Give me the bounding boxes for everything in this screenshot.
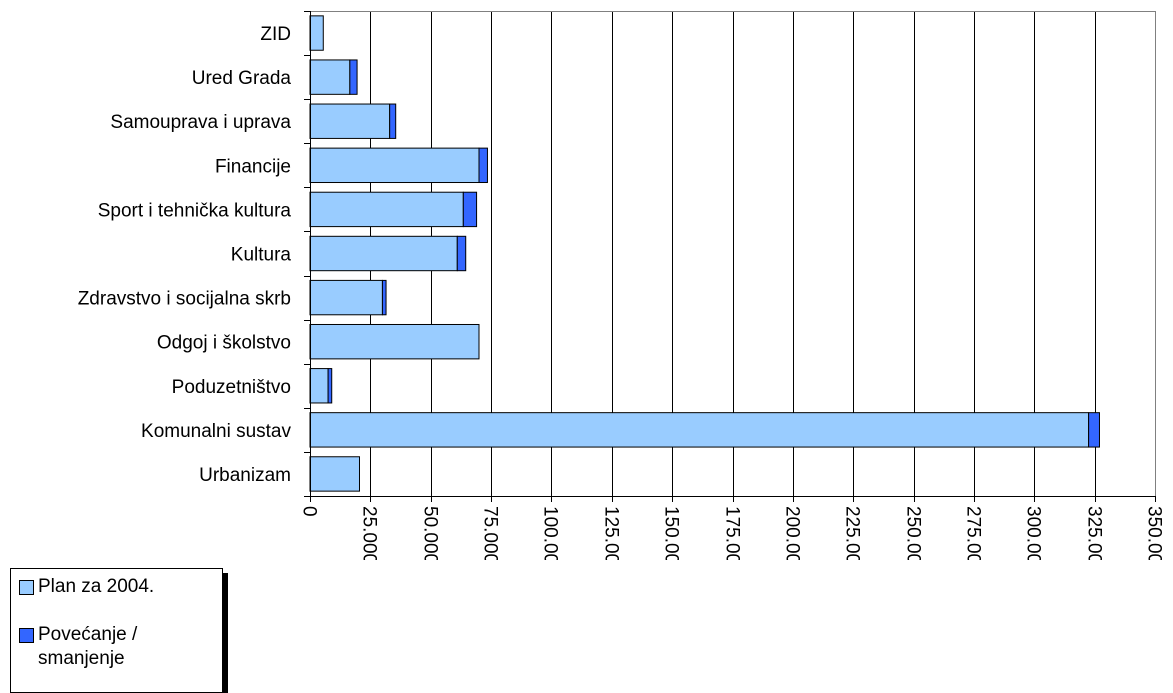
bar-plan-1 (309, 59, 351, 95)
bar-plan-2 (309, 103, 391, 139)
x-tick-label: 25.000.000 (359, 506, 380, 560)
bar-plan-4 (309, 191, 464, 228)
x-tick-label: 200.000.000 (782, 506, 803, 560)
legend-label-change-line2: smanjenje (38, 648, 125, 669)
category-label: Ured Grada (192, 68, 292, 89)
category-labels: ZID Ured Grada Samouprava i uprava Financij… (78, 24, 292, 486)
bar-change-8 (327, 368, 333, 404)
category-label: Urbanizam (199, 465, 291, 486)
category-label: Zdravstvo i socijalna skrb (78, 289, 291, 310)
legend-swatch-change (19, 628, 34, 643)
category-label: Komunalni sustav (141, 421, 291, 442)
x-tick-label: 0 (299, 506, 320, 517)
bar-plan-6 (309, 279, 383, 316)
x-tick-label: 175.000.000 (722, 506, 743, 560)
bar-plan-9 (309, 412, 1090, 448)
bar-plan-8 (309, 368, 329, 404)
legend-item-change: Povećanje / smanjenje (19, 623, 137, 671)
legend-label-plan: Plan za 2004. (38, 576, 155, 597)
legend-label-change-line1: Povećanje / (38, 624, 138, 645)
x-tick-label: 250.000.000 (903, 506, 924, 560)
bar-change-3 (478, 147, 488, 184)
category-label: ZID (260, 24, 291, 45)
category-label: Financije (215, 156, 291, 177)
category-label: Kultura (231, 245, 292, 266)
bar-change-6 (381, 279, 387, 316)
x-tick-label: 75.000.000 (480, 506, 501, 560)
x-tick-label: 325.000.000 (1084, 506, 1105, 560)
x-tick-labels: 0 25.000.000 50.000.000 75.000.000 100.000.0… (299, 506, 1165, 560)
x-tick-label: 225.000.000 (842, 506, 863, 560)
x-tick-label: 150.000.000 (661, 506, 682, 560)
bar-change-1 (349, 59, 358, 95)
axes (304, 11, 1156, 502)
bar-plan-5 (309, 235, 458, 272)
category-label: Odgoj i školstvo (157, 333, 291, 354)
x-tick-label: 50.000.000 (420, 506, 441, 560)
bar-change-9 (1088, 412, 1100, 448)
legend: Plan za 2004. Povećanje / smanjenje (10, 568, 223, 693)
legend-item-plan: Plan za 2004. (19, 575, 154, 599)
bar-plan-10 (309, 456, 360, 492)
category-label: Poduzetništvo (172, 377, 291, 398)
bar-chart: ZID Ured Grada Samouprava i uprava Financij… (78, 11, 1165, 560)
bars (309, 15, 1100, 492)
x-tick-label: 100.000.000 (540, 506, 561, 560)
x-tick-label: 125.000.000 (601, 506, 622, 560)
bar-change-2 (389, 103, 397, 139)
x-tick-label: 275.000.000 (963, 506, 984, 560)
bar-plan-7 (309, 323, 480, 360)
x-tick-label: 300.000.000 (1023, 506, 1044, 560)
bar-plan-3 (309, 147, 480, 184)
legend-label-change: Povećanje / smanjenje (38, 623, 137, 671)
bar-change-5 (456, 235, 467, 272)
category-label: Sport i tehnička kultura (98, 200, 292, 221)
bar-plan-0 (309, 15, 324, 51)
category-label: Samouprava i uprava (110, 112, 291, 133)
legend-swatch-plan (19, 580, 34, 595)
bar-change-4 (462, 191, 478, 228)
x-tick-label: 350.000.000 (1144, 506, 1165, 560)
